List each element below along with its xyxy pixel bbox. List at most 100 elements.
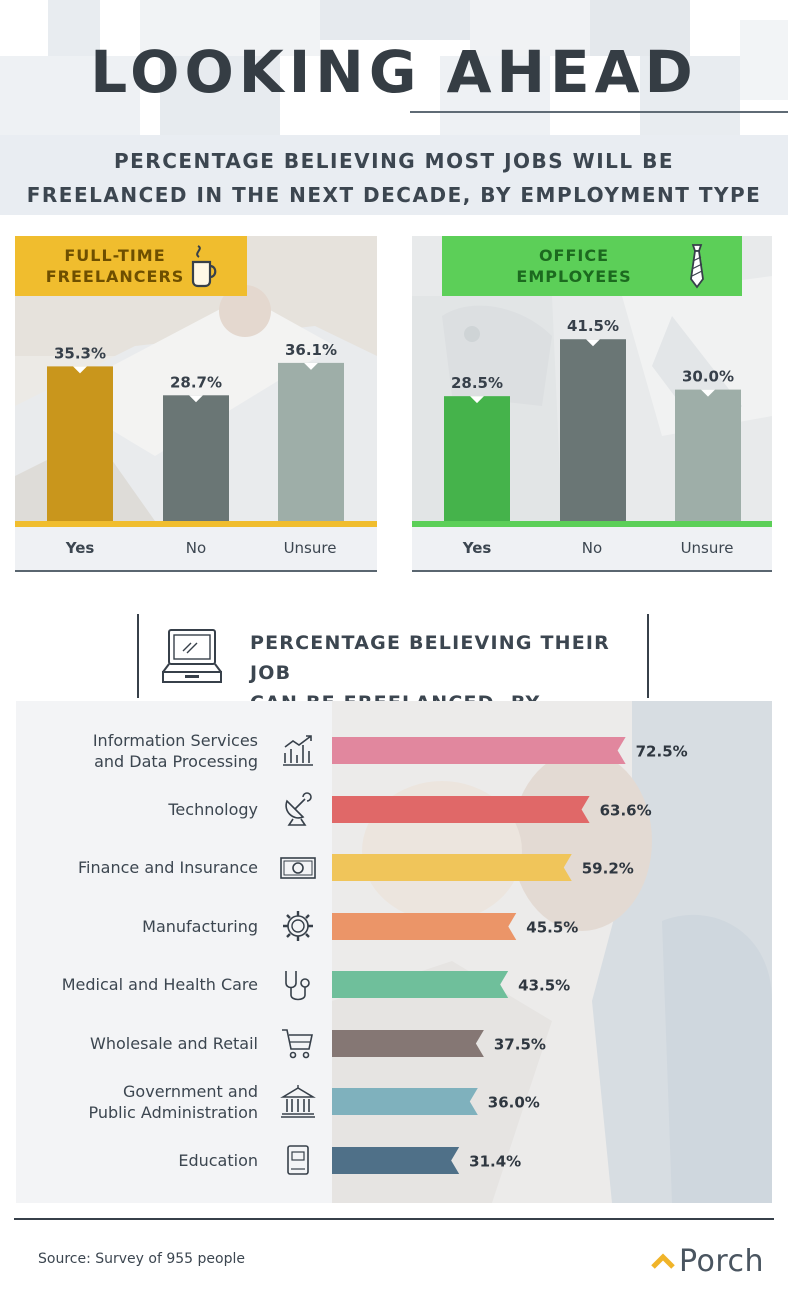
coffee-cup-icon [191, 245, 217, 288]
bar-value-label: 28.7% [170, 373, 222, 391]
industry-value-label: 59.2% [582, 860, 634, 878]
subtitle-band [0, 135, 788, 215]
industry-bar-group: 59.2% [332, 854, 634, 881]
bar-yes [47, 366, 113, 521]
satellite-dish-icon [285, 792, 312, 826]
bar-value-label: 36.1% [285, 341, 337, 359]
bar-unsure [278, 362, 344, 521]
header-background [0, 0, 788, 135]
industry-value-label: 43.5% [518, 977, 570, 995]
industry-bar-group: 63.6% [332, 795, 652, 823]
freelancers-label-line-1: FULL-TIME [64, 246, 166, 265]
bar-value-label: 30.0% [682, 368, 734, 386]
industry-bar [332, 1088, 478, 1115]
industry-bar [332, 1029, 484, 1057]
industry-bar-group: 31.4% [332, 1146, 521, 1174]
office-label: OFFICE EMPLOYEES [442, 236, 742, 296]
bar-yes [444, 396, 510, 521]
bar-notch [189, 395, 203, 403]
industry-label: Manufacturing [18, 902, 258, 950]
office-baseline [412, 521, 772, 528]
industry-chart-area: Information Services and Data Processing 7… [16, 701, 772, 1203]
bar-value-label: 28.5% [451, 374, 503, 392]
government-building-icon [280, 1084, 316, 1118]
stethoscope-icon [285, 970, 310, 1000]
office-label-line-1: OFFICE [538, 246, 610, 265]
industry-label-line: Information Services [92, 730, 258, 750]
industry-bar-group: 43.5% [332, 971, 570, 998]
office-category-row: Yes No Unsure [412, 527, 772, 572]
section-subtitle: PERCENTAGE BELIEVING MOST JOBS WILL BE F… [0, 144, 788, 212]
industry-label-line: Technology [168, 799, 258, 819]
office-chart: 28.5% 41.5% 30.0% [412, 317, 772, 528]
freelancers-chart: 35.3% 28.7% 36.1% [15, 341, 377, 528]
shopping-cart-icon [282, 1029, 313, 1059]
bar-unsure [675, 389, 741, 521]
bar-notch [73, 366, 87, 374]
category-label-unsure: Unsure [680, 539, 734, 557]
footer-divider [14, 1218, 774, 1220]
office-panel: OFFICE EMPLOYEES 28.5% 41.5% 30.0% Yes No … [412, 236, 772, 572]
industry-bar [332, 1146, 460, 1174]
industry-label-line: Wholesale and Retail [90, 1033, 258, 1053]
freelancers-baseline [15, 521, 377, 528]
industry-bar [332, 737, 626, 764]
industry-label: Government and Public Administration [18, 1078, 258, 1126]
industry-label-line: Manufacturing [142, 916, 258, 936]
industry-label-line: Medical and Health Care [61, 975, 258, 994]
industry-label-line: Education [178, 1150, 258, 1170]
title-underline [410, 111, 788, 113]
industry-title-frame [137, 614, 649, 698]
source-note: Source: Survey of 955 people [38, 1251, 245, 1267]
line-chart-icon [283, 734, 313, 766]
brand-logo: Porch [651, 1244, 764, 1279]
category-label-no: No [581, 539, 603, 557]
bar-notch [701, 389, 715, 397]
industry-bar [332, 912, 517, 940]
industry-label-line: Public Administration [88, 1102, 258, 1122]
subtitle-line-2: FREELANCED IN THE NEXT DECADE, BY EMPLOY… [26, 183, 762, 207]
bar-notch [470, 396, 484, 404]
industry-bar-group: 45.5% [332, 912, 578, 940]
freelancers-category-row: Yes No Unsure [15, 527, 377, 572]
bar-notch [586, 339, 600, 347]
gear-icon [283, 911, 313, 941]
industry-bar [332, 971, 509, 998]
industry-label: Education [18, 1136, 258, 1184]
office-label-line-2: EMPLOYEES [516, 267, 632, 286]
industry-label: Wholesale and Retail [18, 1019, 258, 1067]
industry-label: Information Services and Data Processing [18, 727, 258, 775]
brand-wordmark: Porch [679, 1244, 765, 1279]
banknote-icon [280, 856, 316, 879]
industry-bar [332, 854, 572, 881]
industry-label-line: and Data Processing [94, 751, 258, 771]
industry-value-label: 36.0% [488, 1094, 540, 1112]
industry-value-label: 45.5% [526, 918, 578, 936]
industry-background-photo [332, 701, 772, 1203]
industry-value-label: 37.5% [494, 1035, 546, 1053]
bar-value-label: 35.3% [54, 344, 106, 362]
laptop-icon [162, 629, 222, 683]
porch-roof-icon [651, 1252, 675, 1269]
category-label-unsure: Unsure [283, 539, 337, 557]
industry-value-label: 63.6% [600, 801, 652, 819]
book-icon [287, 1145, 309, 1175]
page-title: LOOKING AHEAD [90, 38, 698, 106]
bar-value-label: 41.5% [567, 317, 619, 335]
industry-value-label: 31.4% [469, 1152, 521, 1170]
freelancers-panel: FULL-TIME FREELANCERS 35.3% 28.7% 36.1% Ye… [15, 236, 377, 572]
industry-label: Technology [18, 785, 258, 833]
industry-bar-group: 36.0% [332, 1088, 540, 1115]
bar-notch [304, 362, 318, 370]
industry-bar [332, 795, 590, 823]
category-label-yes: Yes [65, 539, 95, 557]
industry-value-label: 72.5% [636, 743, 688, 761]
industry-label: Finance and Insurance [18, 844, 258, 892]
freelancers-label: FULL-TIME FREELANCERS [15, 236, 247, 296]
bar-no [560, 339, 626, 521]
freelancers-label-line-2: FREELANCERS [45, 267, 185, 286]
industry-bar-group: 72.5% [332, 737, 688, 764]
bar-no [163, 395, 229, 521]
category-label-yes: Yes [462, 539, 492, 557]
necktie-icon [690, 244, 704, 289]
